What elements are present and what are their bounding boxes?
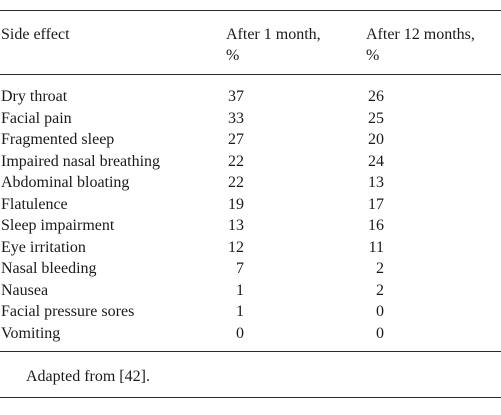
table-row: Sleep impairment 13 16 xyxy=(0,215,501,237)
table-bottom-rule xyxy=(0,351,501,352)
cell-after-1-month: 27 xyxy=(228,131,244,148)
cell-side-effect: Vomiting xyxy=(1,324,61,342)
table-body: Dry throat 37 26 Facial pain 33 25 Fragm… xyxy=(0,86,501,344)
cell-side-effect: Facial pressure sores xyxy=(1,303,135,320)
cell-after-12-months: 2 xyxy=(376,281,384,299)
table-row: Nausea 1 2 xyxy=(0,280,501,302)
cell-after-12-months: 11 xyxy=(368,238,384,256)
header-after-12-months: After 12 months, % xyxy=(366,24,501,66)
cell-after-1-month: 19 xyxy=(228,195,244,213)
cell-after-12-months: 16 xyxy=(368,217,384,234)
cell-after-1-month: 1 xyxy=(236,281,244,299)
cell-side-effect: Nasal bleeding xyxy=(1,260,97,277)
cell-side-effect: Sleep impairment xyxy=(1,217,115,234)
table-row: Dry throat 37 26 xyxy=(0,86,501,108)
header-after-12-months-line2: % xyxy=(366,47,380,64)
cell-after-1-month: 1 xyxy=(236,303,244,320)
cell-side-effect: Impaired nasal breathing xyxy=(1,152,161,170)
table-footnote: Adapted from [42]. xyxy=(26,368,150,385)
table-row: Abdominal bloating 22 13 xyxy=(0,172,501,194)
cell-after-1-month: 13 xyxy=(228,217,244,234)
table-row: Nasal bleeding 7 2 xyxy=(0,258,501,280)
table-end-rule xyxy=(0,397,501,398)
cell-after-1-month: 37 xyxy=(228,88,244,105)
cell-side-effect: Fragmented sleep xyxy=(1,131,115,148)
cell-side-effect: Eye irritation xyxy=(1,238,86,256)
header-side-effect: Side effect xyxy=(1,26,70,43)
table-row: Facial pain 33 25 xyxy=(0,108,501,130)
header-after-1-month-line1: After 1 month, xyxy=(226,26,321,43)
table-row: Fragmented sleep 27 20 xyxy=(0,129,501,151)
cell-after-1-month: 22 xyxy=(228,174,244,191)
cell-after-12-months: 2 xyxy=(376,260,384,277)
table-header: Side effect After 1 month, % After 12 mo… xyxy=(0,24,501,68)
cell-after-12-months: 25 xyxy=(368,109,384,127)
cell-side-effect: Dry throat xyxy=(1,88,68,105)
cell-after-12-months: 0 xyxy=(376,303,384,320)
cell-after-1-month: 33 xyxy=(228,109,244,127)
table-header-rule xyxy=(0,74,501,75)
cell-after-12-months: 20 xyxy=(368,131,384,148)
cell-after-12-months: 0 xyxy=(376,324,384,342)
table-row: Flatulence 19 17 xyxy=(0,194,501,216)
cell-after-1-month: 12 xyxy=(228,238,244,256)
cell-side-effect: Flatulence xyxy=(1,195,68,213)
cell-after-12-months: 13 xyxy=(368,174,384,191)
table-row: Eye irritation 12 11 xyxy=(0,237,501,259)
cell-after-12-months: 17 xyxy=(368,195,384,213)
cell-after-1-month: 0 xyxy=(236,324,244,342)
cell-side-effect: Nausea xyxy=(1,281,49,299)
table-row: Facial pressure sores 1 0 xyxy=(0,301,501,323)
cell-after-12-months: 26 xyxy=(368,88,384,105)
cell-side-effect: Abdominal bloating xyxy=(1,174,130,191)
table-row: Vomiting 0 0 xyxy=(0,323,501,345)
cell-after-1-month: 7 xyxy=(236,260,244,277)
header-after-1-month-line2: % xyxy=(226,47,240,64)
table-row: Impaired nasal breathing 22 24 xyxy=(0,151,501,173)
table-top-rule xyxy=(0,10,501,11)
cell-after-1-month: 22 xyxy=(228,152,244,170)
cell-after-12-months: 24 xyxy=(368,152,384,170)
cell-side-effect: Facial pain xyxy=(1,109,72,127)
header-after-1-month: After 1 month, % xyxy=(226,24,351,66)
header-after-12-months-line1: After 12 months, xyxy=(366,26,475,43)
